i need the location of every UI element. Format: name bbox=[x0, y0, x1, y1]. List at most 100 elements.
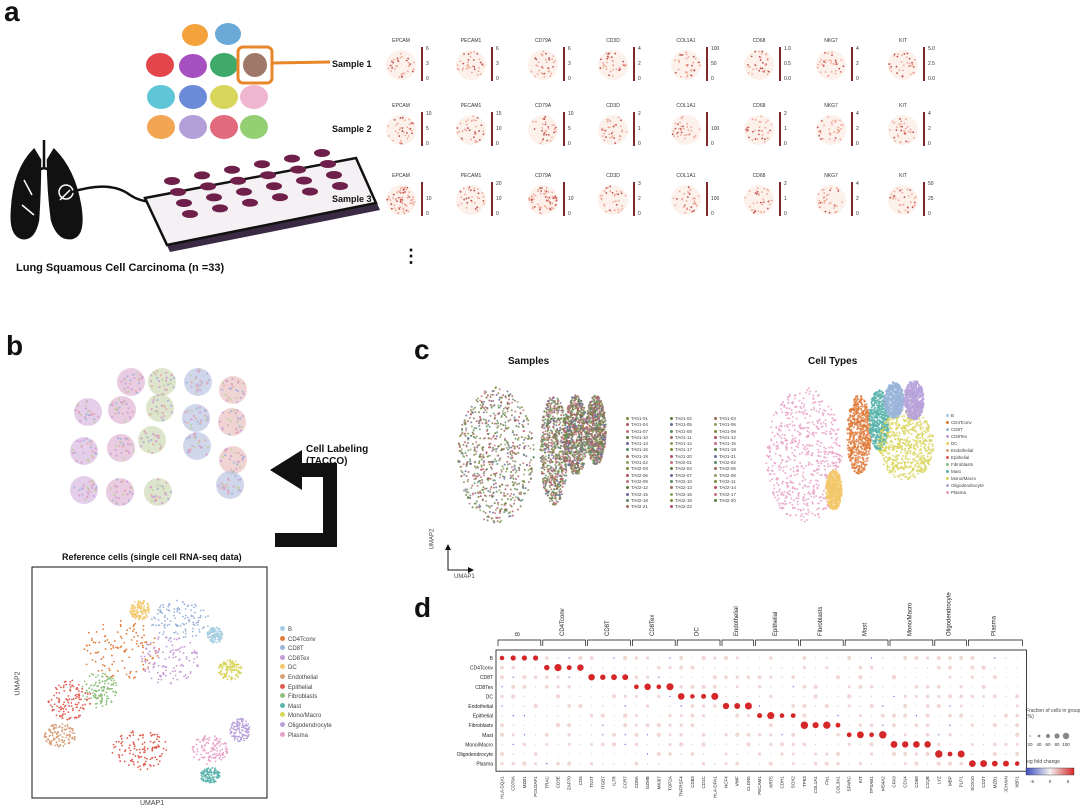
umap-point bbox=[120, 737, 123, 740]
expression-spot bbox=[747, 72, 750, 74]
umap-point bbox=[129, 610, 132, 613]
expression-spot bbox=[693, 69, 696, 72]
umap-point bbox=[220, 743, 223, 745]
core-cell bbox=[150, 494, 153, 497]
sample-point bbox=[513, 418, 516, 421]
umap-point bbox=[162, 665, 165, 667]
umap-point bbox=[94, 703, 97, 705]
core-cell bbox=[163, 405, 166, 408]
umap-point bbox=[94, 641, 97, 644]
core-cell bbox=[194, 417, 197, 420]
sample-point bbox=[511, 510, 514, 513]
umap-point bbox=[166, 624, 169, 627]
sample-point bbox=[474, 475, 477, 478]
expression-spot bbox=[405, 209, 408, 212]
core-cell bbox=[198, 445, 201, 448]
umap-point bbox=[50, 743, 53, 746]
expression-spot bbox=[606, 118, 609, 121]
sample-row-label: Sample 3 bbox=[332, 194, 372, 204]
umap-point bbox=[189, 641, 192, 644]
umap-point bbox=[176, 609, 179, 612]
umap-point bbox=[119, 620, 122, 622]
umap-point bbox=[132, 753, 135, 756]
expression-spot bbox=[751, 73, 753, 75]
umap-point bbox=[215, 776, 218, 779]
umap-point bbox=[58, 684, 60, 687]
umap-point bbox=[67, 695, 70, 697]
umap-point bbox=[133, 628, 136, 631]
expression-spot bbox=[542, 50, 545, 53]
sample-point bbox=[470, 434, 473, 437]
umap-point bbox=[217, 754, 219, 757]
sample-point bbox=[479, 509, 482, 512]
expression-spot bbox=[754, 138, 757, 140]
colorbar-tick: 2 bbox=[638, 61, 641, 67]
core-cell bbox=[133, 376, 136, 380]
sample-point bbox=[548, 422, 551, 425]
umap-point bbox=[247, 723, 250, 725]
umap-point bbox=[162, 651, 164, 654]
umap-point bbox=[129, 670, 132, 673]
umap-point bbox=[91, 659, 94, 661]
sample-point bbox=[525, 455, 528, 458]
core-cell bbox=[206, 381, 209, 384]
core-cell bbox=[195, 376, 198, 379]
umap-point bbox=[82, 695, 84, 697]
sample-point bbox=[495, 435, 498, 438]
sample-point bbox=[469, 448, 472, 451]
sample-point bbox=[548, 486, 551, 489]
expression-spot bbox=[618, 138, 621, 141]
expression-spot bbox=[828, 128, 831, 131]
umap-point bbox=[136, 761, 139, 763]
core-cell bbox=[223, 486, 226, 489]
core-cell bbox=[127, 438, 130, 442]
sample-point bbox=[491, 449, 494, 452]
umap-point bbox=[162, 747, 165, 750]
expression-spot bbox=[905, 56, 908, 59]
umap-point bbox=[63, 681, 66, 683]
sample-point bbox=[504, 421, 507, 424]
sample-point bbox=[467, 491, 470, 494]
sample-point bbox=[572, 426, 575, 429]
sample-point bbox=[515, 433, 518, 436]
umap-point bbox=[132, 608, 135, 611]
colorbar-tick: 0.0 bbox=[784, 76, 791, 82]
sample-point bbox=[488, 399, 491, 402]
umap-point bbox=[226, 748, 229, 751]
sample-point bbox=[554, 463, 557, 466]
umap-point bbox=[192, 627, 194, 630]
sample-point bbox=[558, 423, 561, 426]
umap-point bbox=[242, 725, 245, 727]
core-cell bbox=[192, 433, 196, 436]
expression-spot bbox=[624, 65, 627, 68]
umap-point bbox=[175, 624, 178, 626]
expression-spot bbox=[474, 208, 477, 210]
umap-point bbox=[109, 687, 111, 690]
umap-point bbox=[158, 631, 161, 634]
expression-spot bbox=[394, 209, 397, 212]
sample-point bbox=[478, 421, 481, 424]
core-cell bbox=[236, 417, 240, 420]
core-cell bbox=[90, 413, 93, 416]
umap-point bbox=[85, 698, 88, 701]
expression-spot bbox=[539, 208, 541, 211]
expression-spot bbox=[402, 188, 405, 191]
core-cell bbox=[164, 493, 168, 496]
umap-point bbox=[221, 754, 224, 756]
umap-point bbox=[73, 738, 76, 741]
sample-point bbox=[521, 498, 524, 501]
sample-point bbox=[494, 422, 497, 425]
sample-point bbox=[554, 478, 557, 481]
sample-point bbox=[547, 448, 550, 451]
umap-point bbox=[69, 726, 71, 729]
umap-point bbox=[163, 626, 166, 629]
umap-point bbox=[137, 601, 140, 604]
sample-point bbox=[472, 429, 475, 432]
sample-point bbox=[552, 470, 555, 473]
sample-point bbox=[539, 457, 542, 460]
umap-point bbox=[104, 635, 107, 637]
core-cell bbox=[84, 498, 87, 501]
expression-spot bbox=[410, 129, 413, 132]
sample-point bbox=[489, 490, 492, 493]
sample-point bbox=[564, 447, 567, 450]
